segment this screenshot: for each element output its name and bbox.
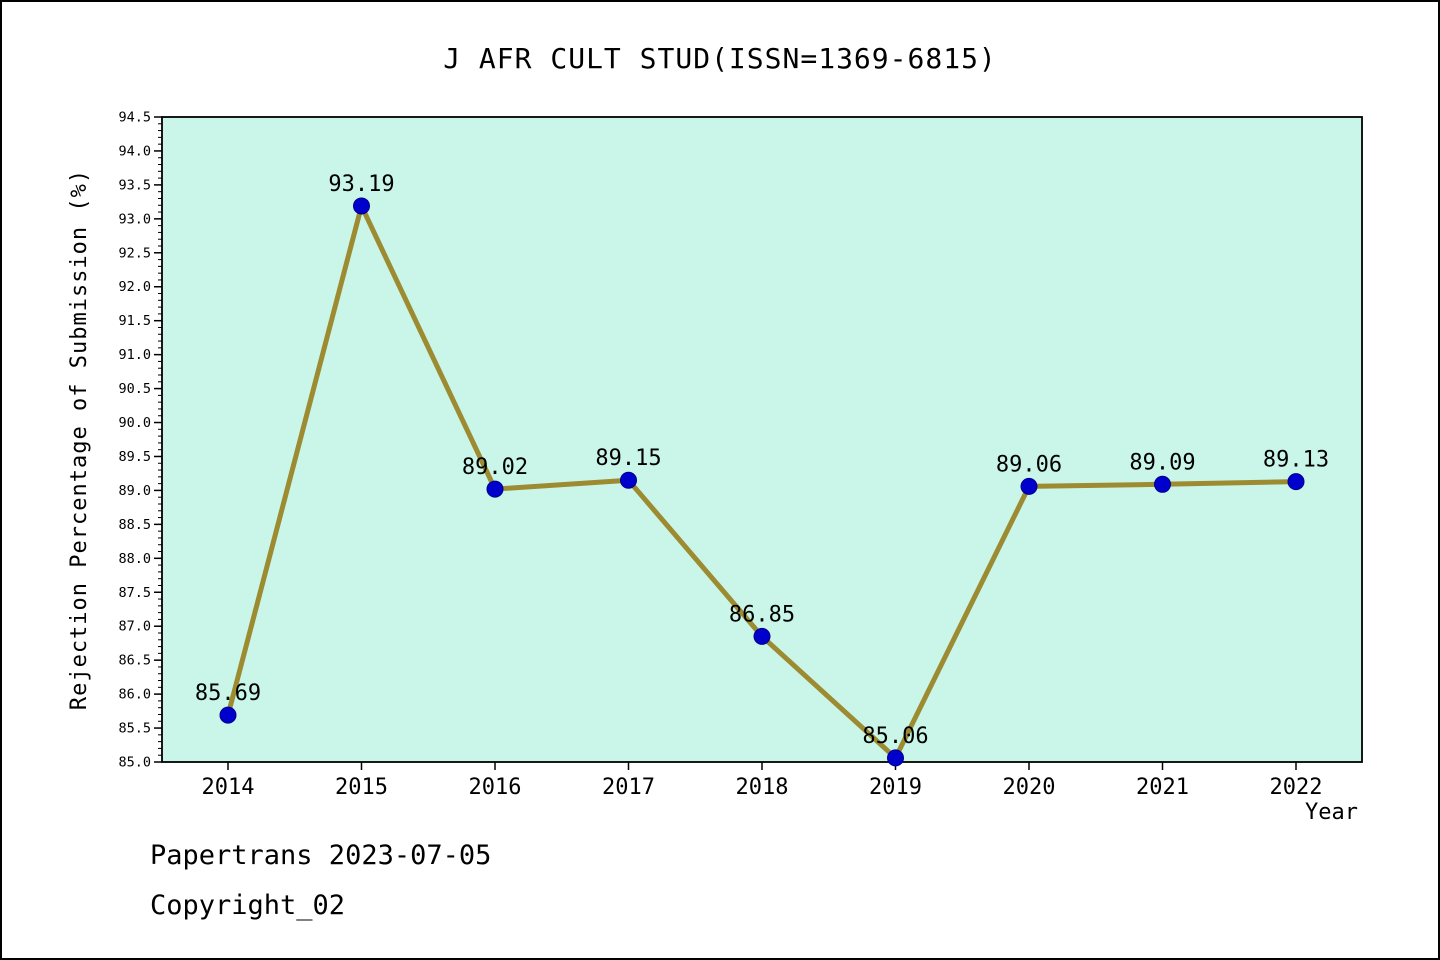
svg-text:93.0: 93.0 — [118, 211, 151, 227]
svg-text:88.5: 88.5 — [118, 517, 151, 533]
svg-text:85.69: 85.69 — [195, 681, 261, 706]
svg-text:93.19: 93.19 — [328, 172, 394, 197]
svg-text:88.0: 88.0 — [118, 551, 151, 567]
svg-text:86.85: 86.85 — [729, 602, 795, 627]
svg-text:2015: 2015 — [335, 775, 388, 800]
svg-text:87.0: 87.0 — [118, 619, 151, 635]
svg-text:2014: 2014 — [202, 775, 255, 800]
svg-text:89.0: 89.0 — [118, 483, 151, 499]
svg-text:91.0: 91.0 — [118, 347, 151, 363]
svg-text:2021: 2021 — [1136, 775, 1189, 800]
svg-text:2022: 2022 — [1270, 775, 1323, 800]
chart-title: J AFR CULT STUD(ISSN=1369-6815) — [443, 42, 997, 75]
watermark-papertrans: Papertrans 2023-07-05 — [150, 840, 492, 871]
svg-text:89.15: 89.15 — [595, 446, 661, 471]
svg-text:90.5: 90.5 — [118, 381, 151, 397]
svg-text:89.06: 89.06 — [996, 452, 1062, 477]
svg-text:85.06: 85.06 — [862, 724, 928, 749]
svg-text:89.5: 89.5 — [118, 449, 151, 465]
svg-text:92.0: 92.0 — [118, 279, 151, 295]
svg-text:94.0: 94.0 — [118, 143, 151, 159]
svg-text:2016: 2016 — [469, 775, 522, 800]
svg-text:92.5: 92.5 — [118, 245, 151, 261]
svg-text:85.5: 85.5 — [118, 721, 151, 737]
svg-text:2018: 2018 — [736, 775, 789, 800]
svg-text:90.0: 90.0 — [118, 415, 151, 431]
svg-text:89.02: 89.02 — [462, 455, 528, 480]
watermark-copyright: Copyright_02 — [150, 890, 346, 921]
svg-text:86.0: 86.0 — [118, 687, 151, 703]
svg-text:91.5: 91.5 — [118, 313, 151, 329]
svg-text:94.5: 94.5 — [118, 110, 151, 126]
svg-text:86.5: 86.5 — [118, 653, 151, 669]
svg-text:93.5: 93.5 — [118, 177, 151, 193]
svg-text:2020: 2020 — [1003, 775, 1056, 800]
svg-text:89.09: 89.09 — [1129, 450, 1195, 475]
svg-text:89.13: 89.13 — [1263, 448, 1329, 473]
svg-text:2019: 2019 — [869, 775, 922, 800]
svg-text:85.0: 85.0 — [118, 755, 151, 771]
x-axis-label: Year — [1305, 800, 1358, 825]
svg-text:87.5: 87.5 — [118, 585, 151, 601]
svg-text:2017: 2017 — [602, 775, 655, 800]
